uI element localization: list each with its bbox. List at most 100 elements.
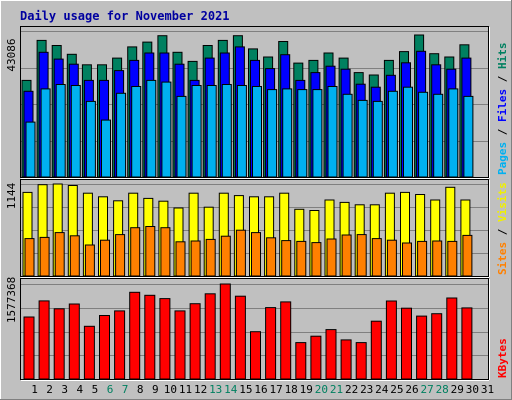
x-tick-label: 24 <box>375 383 389 396</box>
bar-kbytes-day-undefined <box>204 293 216 380</box>
bar-pages-day-24 <box>372 100 383 178</box>
x-tick-label: 28 <box>436 383 449 396</box>
bar-kbytes-day-undefined <box>340 339 352 380</box>
x-tick-label: 17 <box>269 383 282 396</box>
x-tick-label: 19 <box>300 383 313 396</box>
bar-pages-day-11 <box>176 95 187 178</box>
bar-sites-day-undefined <box>175 241 186 277</box>
bar-sites-day-undefined <box>296 240 307 277</box>
visits-sites-axis-label: Sites / Visits <box>496 182 509 275</box>
bar-kbytes-day-undefined <box>99 315 110 380</box>
bar-sites-day-undefined <box>130 227 141 277</box>
bar-pages-day-23 <box>357 99 368 178</box>
x-tick-label: 15 <box>239 383 252 396</box>
x-tick-label: 13 <box>209 383 222 396</box>
bar-sites-day-undefined <box>356 234 367 277</box>
bar-pages-day-3 <box>55 84 66 178</box>
bar-sites-day-undefined <box>160 227 171 277</box>
bar-kbytes-day-undefined <box>416 315 428 380</box>
bar-sites-day-undefined <box>417 240 428 277</box>
bar-kbytes-day-undefined <box>189 303 201 380</box>
hits-files-pages-axis-label: Pages / Files / Hits <box>496 43 509 176</box>
x-tick-label: 26 <box>405 383 418 396</box>
bar-pages-day-4 <box>70 85 81 178</box>
bar-kbytes-day-undefined <box>234 295 246 380</box>
kbytes-ymax-label: 1577368 <box>5 277 18 323</box>
x-tick-label: 3 <box>61 383 68 396</box>
bar-sites-day-undefined <box>266 237 277 277</box>
x-tick-label: 30 <box>466 383 479 396</box>
bar-kbytes-day-undefined <box>83 325 95 380</box>
bar-pages-day-6 <box>101 119 111 178</box>
bar-sites-day-undefined <box>432 240 443 277</box>
bar-kbytes-day-undefined <box>68 303 80 380</box>
bar-kbytes-day-undefined <box>174 310 186 380</box>
bar-kbytes-day-undefined <box>53 308 65 380</box>
bar-kbytes-day-undefined <box>129 291 141 380</box>
bar-kbytes-day-undefined <box>446 297 458 380</box>
bar-pages-day-18 <box>282 88 293 178</box>
bar-sites-day-undefined <box>24 238 35 277</box>
x-tick-label: 14 <box>224 383 238 396</box>
bar-sites-day-undefined <box>251 232 261 277</box>
x-tick-label: 31 <box>481 383 494 396</box>
bar-sites-day-undefined <box>220 235 231 277</box>
bar-kbytes-day-undefined <box>144 294 156 380</box>
x-tick-label: 5 <box>92 383 99 396</box>
bar-pages-day-28 <box>433 93 444 178</box>
bar-kbytes-day-undefined <box>219 283 231 380</box>
x-tick-labels: 1 2 3 4 5 6 7 8 9 10 11 12 13 14 15 16 17 18 19 20 21 22 23 24 2… <box>31 383 494 396</box>
bar-kbytes-day-undefined <box>280 301 292 380</box>
bar-pages-day-12 <box>191 85 202 178</box>
axis-label-part: / <box>496 69 509 89</box>
x-tick-label: 23 <box>360 383 373 396</box>
bar-kbytes-day-undefined <box>265 307 277 380</box>
bar-pages-day-17 <box>267 89 278 178</box>
axis-label-part: Sites <box>496 242 509 275</box>
bar-sites-day-undefined <box>281 240 292 277</box>
bar-sites-day-undefined <box>145 226 156 277</box>
x-tick-label: 27 <box>420 383 433 396</box>
bar-pages-day-15 <box>236 85 247 178</box>
axis-label-part: Hits <box>496 43 509 70</box>
x-tick-label: 29 <box>451 383 464 396</box>
x-tick-label: 18 <box>285 383 298 396</box>
x-tick-label: 11 <box>179 383 192 396</box>
x-tick-label: 20 <box>315 383 328 396</box>
bar-pages-day-13 <box>206 85 217 178</box>
x-tick-label: 10 <box>164 383 177 396</box>
bar-sites-day-undefined <box>462 234 473 277</box>
bar-sites-day-undefined <box>39 236 50 277</box>
x-tick-label: 4 <box>76 383 83 396</box>
axis-label-part: Visits <box>496 182 509 222</box>
bar-sites-day-undefined <box>402 242 412 277</box>
bar-kbytes-day-undefined <box>461 307 473 380</box>
bar-kbytes-day-undefined <box>159 298 171 380</box>
chart-title: Daily usage for November 2021 <box>20 9 230 23</box>
bar-sites-day-undefined <box>84 244 95 277</box>
x-tick-label: 1 <box>31 383 38 396</box>
x-tick-label: 21 <box>330 383 343 396</box>
x-tick-label: 25 <box>390 383 403 396</box>
bar-kbytes-day-undefined <box>431 313 443 380</box>
bar-pages-day-29 <box>448 88 459 178</box>
bar-pages-day-26 <box>403 86 413 178</box>
x-tick-label: 12 <box>194 383 207 396</box>
bar-pages-day-25 <box>387 90 398 178</box>
bar-pages-day-10 <box>161 81 172 178</box>
bar-kbytes-day-undefined <box>370 320 382 380</box>
bar-sites-day-undefined <box>386 239 397 277</box>
axis-label-part: / <box>496 222 509 242</box>
bar-pages-day-8 <box>131 86 142 178</box>
bar-kbytes-day-undefined <box>295 342 307 380</box>
bar-pages-day-1 <box>25 121 36 178</box>
bar-sites-day-undefined <box>190 240 201 277</box>
axis-label-part: Pages <box>496 142 509 175</box>
bar-pages-day-22 <box>342 93 353 178</box>
bar-sites-day-undefined <box>311 242 322 277</box>
bar-sites-day-undefined <box>371 238 382 277</box>
bar-pages-day-20 <box>312 89 323 178</box>
kbytes-axis-label: KBytes <box>496 338 509 378</box>
x-tick-label: 6 <box>107 383 114 396</box>
